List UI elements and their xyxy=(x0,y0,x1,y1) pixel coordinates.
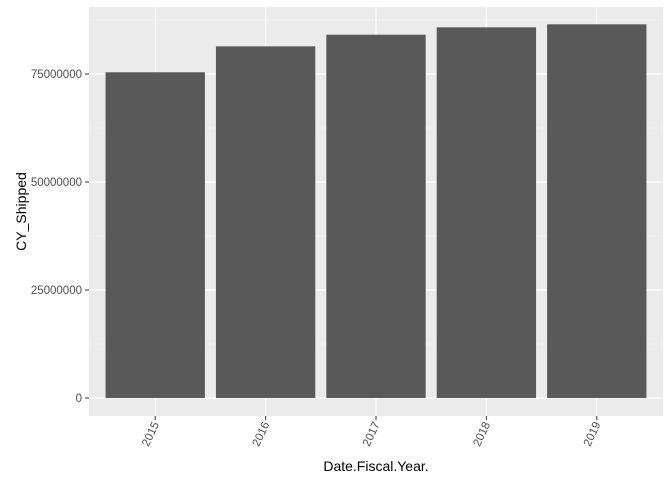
x-tick-label: 2017 xyxy=(361,420,383,448)
bar-2015 xyxy=(105,72,205,398)
x-tick-label: 2016 xyxy=(251,420,273,448)
x-tick-label: 2019 xyxy=(582,420,604,448)
x-tick-label: 2015 xyxy=(140,420,162,448)
bar-2017 xyxy=(326,34,426,399)
x-tick-label: 2018 xyxy=(471,420,493,448)
bar-2016 xyxy=(215,46,316,399)
y-tick-label: 0 xyxy=(76,393,82,405)
bar-2018 xyxy=(436,27,537,399)
y-tick-label: 25000000 xyxy=(31,285,82,297)
bar-2019 xyxy=(547,24,647,398)
y-tick-label: 75000000 xyxy=(31,69,82,81)
x-axis-title: Date.Fiscal.Year. xyxy=(323,458,428,474)
y-axis-title: CY_Shipped xyxy=(13,172,29,251)
y-axis: 0 25000000 50000000 75000000 xyxy=(31,69,89,405)
y-tick-label: 50000000 xyxy=(31,177,82,189)
x-axis: 2015 2016 2017 2018 2019 xyxy=(140,416,603,448)
bars xyxy=(105,24,647,399)
